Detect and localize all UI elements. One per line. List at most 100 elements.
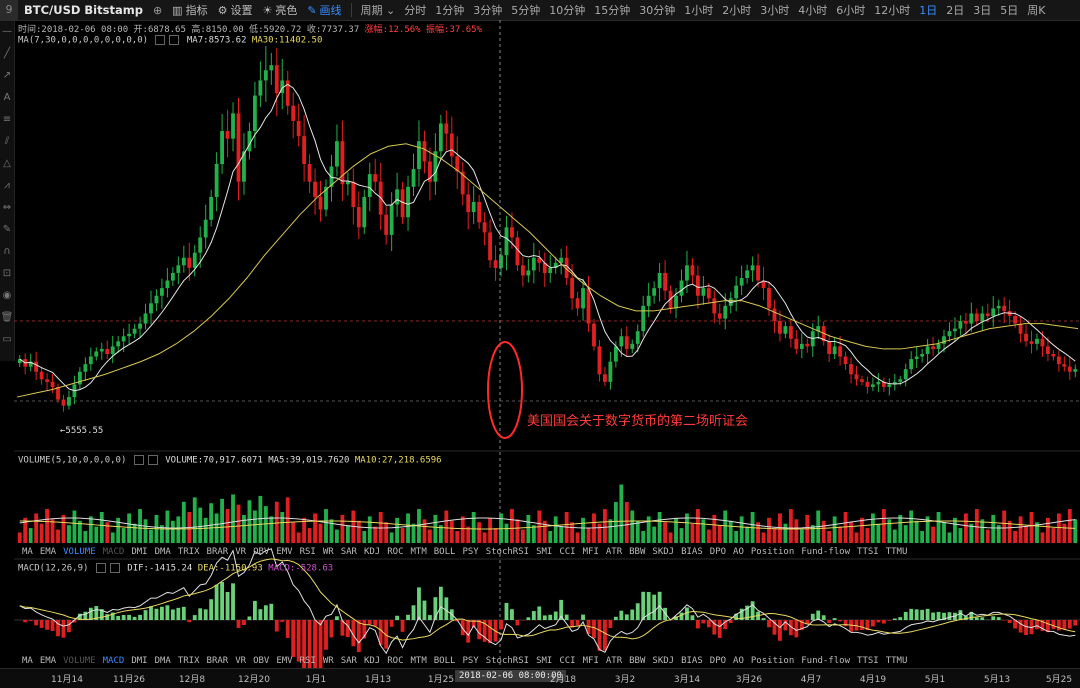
volume-bar [871,513,875,543]
indicator-tab-stochrsi[interactable]: StochRSI [486,547,529,557]
volume-bar [264,506,268,543]
volume-bar [461,516,465,543]
settings-icon[interactable] [134,455,144,465]
volume-bar [1002,511,1006,543]
close-icon[interactable] [169,35,179,45]
candle-body [127,334,131,337]
ma-legend-name: MA(7,30,0,0,0,0,0,0,0,0) [18,36,148,46]
indicator-tab-boll[interactable]: BOLL [434,547,456,557]
indicator-tab-position[interactable]: Position [751,656,794,666]
indicator-tab-cci[interactable]: CCI [559,547,575,557]
macd-histogram-bar [696,620,700,628]
indicator-tab-rsi[interactable]: RSI [300,547,316,557]
macd-histogram-bar [1024,620,1028,635]
indicator-tab-skdj[interactable]: SKDJ [652,656,674,666]
indicator-tab-ema[interactable]: EMA [40,547,56,557]
indicator-tab-ao[interactable]: AO [733,547,744,557]
volume-bar [937,512,941,543]
macd-histogram-bar [127,615,131,620]
indicator-tab-atr[interactable]: ATR [606,547,622,557]
indicator-tab-ttsi[interactable]: TTSI [857,656,879,666]
indicator-tab-bias[interactable]: BIAS [681,547,703,557]
indicator-tab-boll[interactable]: BOLL [434,656,456,666]
indicator-tab-roc[interactable]: ROC [387,656,403,666]
indicator-tab-mfi[interactable]: MFI [583,547,599,557]
macd-histogram-bar [614,617,618,620]
volume-bar [959,528,963,543]
indicator-tab-psy[interactable]: PSY [462,547,478,557]
candle-body [373,174,377,182]
volume-bar [433,515,437,543]
indicator-tab-dpo[interactable]: DPO [710,656,726,666]
candle-body [1013,316,1017,324]
indicator-tab-sar[interactable]: SAR [341,547,357,557]
indicator-tab-obv[interactable]: OBV [253,547,269,557]
indicator-tab-ma[interactable]: MA [22,547,33,557]
indicator-tab-smi[interactable]: SMI [536,547,552,557]
indicator-tab-dpo[interactable]: DPO [710,547,726,557]
indicator-tab-brar[interactable]: BRAR [207,547,229,557]
indicator-tab-obv[interactable]: OBV [253,656,269,666]
indicator-tab-position[interactable]: Position [751,547,794,557]
indicator-tab-macd[interactable]: MACD [103,656,125,666]
macd-histogram-bar [417,587,421,620]
candle-body [1035,339,1039,344]
indicator-tab-ttmu[interactable]: TTMU [886,656,908,666]
indicator-tab-wr[interactable]: WR [323,547,334,557]
close-icon[interactable] [148,455,158,465]
volume-bar [554,516,558,543]
indicator-tab-sar[interactable]: SAR [341,656,357,666]
indicator-tab-skdj[interactable]: SKDJ [652,547,674,557]
indicator-tab-cci[interactable]: CCI [559,656,575,666]
indicator-tab-ttmu[interactable]: TTMU [886,547,908,557]
indicator-tab-ttsi[interactable]: TTSI [857,547,879,557]
indicator-tab-mtm[interactable]: MTM [411,547,427,557]
indicator-tab-ma[interactable]: MA [22,656,33,666]
indicator-tab-ao[interactable]: AO [733,656,744,666]
indicator-tab-dma[interactable]: DMA [155,547,171,557]
x-tick-label: 3月14 [674,672,700,685]
indicator-tab-dmi[interactable]: DMI [131,656,147,666]
candle-body [351,182,355,207]
indicator-tab-roc[interactable]: ROC [387,547,403,557]
indicator-tab-ema[interactable]: EMA [40,656,56,666]
settings-icon[interactable] [96,563,106,573]
candle-body [94,351,98,356]
indicator-tab-fund-flow[interactable]: Fund-flow [801,547,850,557]
indicator-tab-vr[interactable]: VR [235,656,246,666]
macd-histogram-bar [581,615,585,620]
indicator-tab-bbw[interactable]: BBW [629,656,645,666]
indicator-tab-emv[interactable]: EMV [276,656,292,666]
indicator-tab-trix[interactable]: TRIX [178,547,200,557]
indicator-tab-macd[interactable]: MACD [103,547,125,557]
macd-histogram-bar [51,620,55,631]
candle-body [193,253,197,268]
indicator-tab-trix[interactable]: TRIX [178,656,200,666]
indicator-tab-dmi[interactable]: DMI [131,547,147,557]
indicator-tab-atr[interactable]: ATR [606,656,622,666]
indicator-tab-mfi[interactable]: MFI [583,656,599,666]
indicator-tab-bias[interactable]: BIAS [681,656,703,666]
candle-body [1073,369,1077,372]
macd-histogram-bar [516,620,520,625]
indicator-tab-volume[interactable]: VOLUME [63,656,96,666]
info-amplitude: 振幅:37.65% [426,25,482,35]
indicator-tab-kdj[interactable]: KDJ [364,656,380,666]
indicator-tab-stochrsi[interactable]: StochRSI [486,656,529,666]
indicator-tab-kdj[interactable]: KDJ [364,547,380,557]
candle-body [926,346,930,354]
indicator-tab-rsi[interactable]: RSI [300,656,316,666]
indicator-tab-mtm[interactable]: MTM [411,656,427,666]
indicator-tab-bbw[interactable]: BBW [629,547,645,557]
settings-icon[interactable] [155,35,165,45]
close-icon[interactable] [110,563,120,573]
indicator-tab-smi[interactable]: SMI [536,656,552,666]
indicator-tab-volume[interactable]: VOLUME [63,547,96,557]
indicator-tab-emv[interactable]: EMV [276,547,292,557]
indicator-tab-brar[interactable]: BRAR [207,656,229,666]
indicator-tab-vr[interactable]: VR [235,547,246,557]
indicator-tab-dma[interactable]: DMA [155,656,171,666]
indicator-tab-fund-flow[interactable]: Fund-flow [801,656,850,666]
indicator-tab-wr[interactable]: WR [323,656,334,666]
indicator-tab-psy[interactable]: PSY [462,656,478,666]
